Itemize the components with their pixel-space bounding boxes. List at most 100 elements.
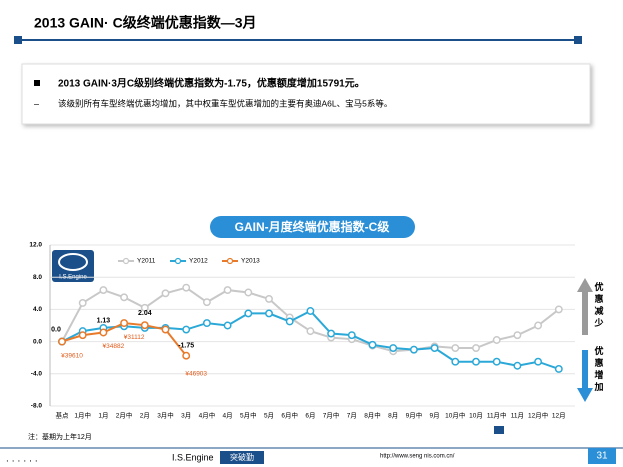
chart-banner (210, 216, 415, 238)
point (389, 344, 398, 352)
point (306, 307, 315, 315)
point (78, 331, 87, 340)
x-tick-label: 5月中 (240, 411, 257, 420)
legend-label: Y2011 (137, 258, 156, 265)
legend-label: Y2013 (241, 258, 260, 265)
legend-marker (226, 257, 234, 265)
y-tick-label: -8.0 (31, 403, 43, 410)
x-tick-label: 1月 (98, 412, 108, 420)
point (244, 309, 253, 318)
title-dot (574, 36, 582, 44)
point (182, 283, 191, 292)
point (306, 327, 315, 336)
x-tick-label: 10月 (469, 412, 483, 420)
summary-box (21, 63, 591, 125)
footer-brand: I.S.Engine (172, 452, 214, 462)
x-tick-label: 8月 (388, 412, 398, 420)
x-tick-label: 4月 (223, 412, 233, 420)
point (409, 345, 418, 354)
point (202, 298, 211, 307)
price-annotation: ¥31112 (124, 334, 145, 341)
point (58, 337, 66, 346)
x-tick-label: 7月 (347, 412, 357, 420)
bullet-text: 该级别所有车型终端优惠均增加，其中权重车型优惠增加的主要有奥迪A6L、宝马5系等… (58, 98, 392, 108)
y-tick-label: 0.0 (33, 338, 42, 345)
price-annotation: ¥34882 (103, 343, 125, 350)
x-tick-label: 6月中 (281, 411, 298, 420)
point (202, 319, 211, 328)
x-tick-label: 8月中 (364, 411, 381, 420)
logo-mark (58, 253, 88, 271)
x-tick-label: 9月中 (406, 411, 423, 420)
x-tick-label: 3月 (181, 412, 191, 420)
legend-marker (174, 257, 182, 265)
note: 注：基期为上年12月 (28, 432, 92, 441)
y-tick-label: 4.0 (33, 306, 42, 313)
point (244, 288, 253, 297)
point (513, 331, 522, 340)
side-label: 优惠减少 (593, 281, 603, 328)
logo (52, 250, 94, 282)
page-number: 31 (596, 451, 608, 462)
point (140, 303, 149, 312)
point (161, 325, 170, 334)
x-tick-label: 7月中 (323, 411, 340, 420)
dash: – (34, 98, 39, 108)
x-tick-label: 3月中 (157, 411, 174, 420)
point (451, 344, 460, 352)
point (99, 286, 108, 295)
bullet (34, 80, 40, 86)
x-tick-label: 4月中 (199, 411, 216, 420)
point (327, 329, 336, 338)
x-tick-label: 9月 (430, 412, 440, 420)
point (430, 344, 439, 352)
point (347, 331, 356, 340)
price-annotation: ¥39610 (61, 352, 83, 359)
point (120, 319, 129, 328)
x-tick-label: 基点 (56, 411, 70, 420)
point (368, 340, 377, 349)
y-tick-label: 12.0 (29, 242, 42, 249)
x-tick-label: 1月中 (74, 411, 91, 420)
point (513, 361, 522, 370)
footer-tag: 突破勤 (230, 452, 254, 462)
x-tick-label: 2月中 (116, 411, 133, 420)
point (161, 289, 170, 298)
page-bg (588, 448, 616, 464)
point (554, 305, 563, 314)
point (99, 328, 108, 337)
legend-marker (122, 257, 130, 265)
x-tick-label: 11月 (511, 412, 524, 420)
y-tick-label: -4.0 (31, 371, 43, 378)
x-tick-label: 12月 (552, 412, 566, 420)
point (223, 321, 232, 330)
x-tick-label: 5月 (264, 412, 274, 420)
side-label: 优惠增加 (593, 345, 603, 392)
point (554, 365, 563, 373)
footer-dots: ...... (6, 454, 41, 465)
down-arrow (577, 350, 593, 402)
point (78, 299, 87, 307)
x-tick-label: 12月中 (528, 411, 548, 420)
footer-mark (494, 426, 504, 434)
point (492, 336, 501, 344)
footer-tag-bg (220, 451, 264, 464)
slide-title: 2013 GAIN· C级终端优惠指数—3月 (34, 15, 256, 31)
point (534, 321, 543, 330)
point (285, 317, 294, 326)
value-label: 1.13 (97, 317, 111, 324)
point (492, 357, 501, 366)
point (265, 309, 273, 318)
point (120, 293, 129, 302)
x-tick-label: 2月 (140, 412, 150, 420)
value-label: 0.0 (51, 326, 61, 333)
x-tick-label: 10月中 (445, 411, 465, 420)
point (223, 286, 232, 295)
footer-url: http://www.seng nis.com.cn/ (380, 454, 455, 460)
point (472, 344, 480, 352)
point (140, 321, 149, 330)
point (182, 351, 191, 360)
value-label: 2.04 (138, 310, 152, 317)
point (182, 325, 191, 334)
